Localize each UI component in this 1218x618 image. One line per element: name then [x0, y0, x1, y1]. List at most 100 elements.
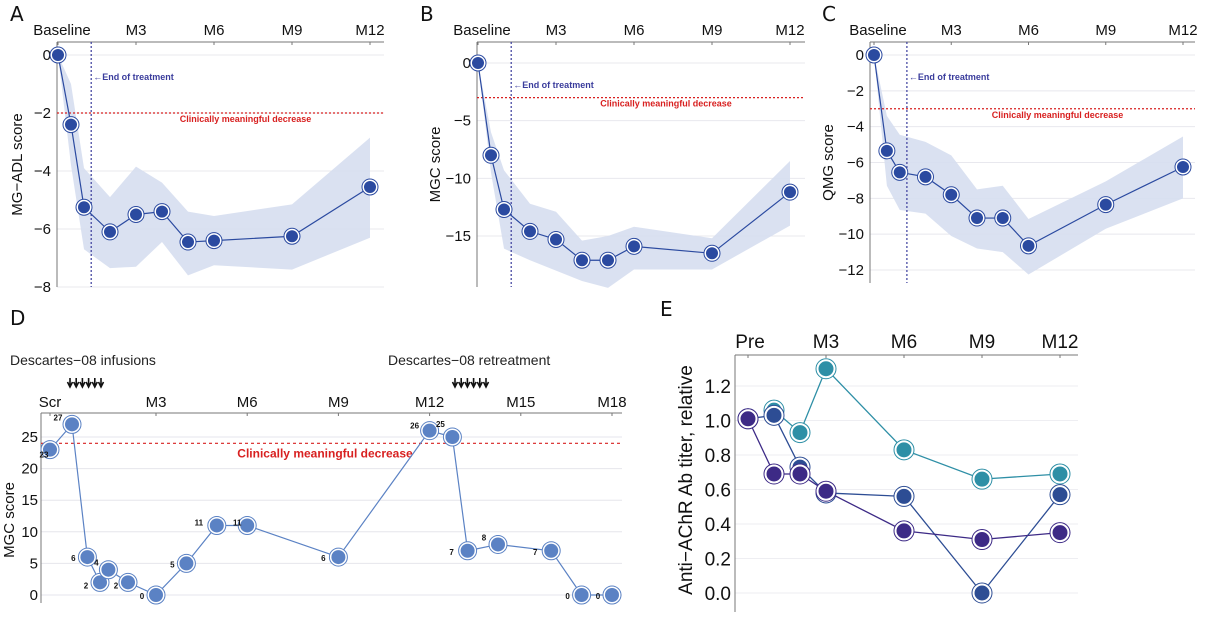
data-point [524, 225, 536, 238]
x-tick-label: M18 [597, 394, 626, 411]
y-tick-label: 0.6 [705, 481, 731, 502]
data-point [422, 423, 437, 438]
data-label: 0 [140, 592, 145, 601]
x-tick-label: M9 [328, 394, 349, 411]
data-point [1022, 239, 1035, 252]
data-label: 23 [40, 451, 49, 460]
x-tick-label: M6 [891, 332, 917, 353]
data-point [65, 417, 79, 432]
y-tick-label: −8 [847, 190, 864, 207]
data-point [240, 518, 255, 533]
data-point [996, 212, 1009, 225]
y-tick-label: −6 [847, 155, 864, 172]
y-tick-label: −2 [847, 83, 864, 100]
y-axis-label: QMG score [820, 124, 837, 201]
panel-letter-b: B [420, 2, 434, 26]
data-label: 6 [71, 554, 76, 563]
threshold-label: Clinically meaningful decrease [237, 446, 413, 460]
x-tick-label: M9 [969, 332, 995, 353]
x-tick-label: M9 [282, 22, 303, 39]
data-point [550, 233, 562, 246]
data-label: 8 [482, 533, 487, 542]
data-label: 5 [170, 560, 175, 569]
data-point [130, 208, 142, 221]
data-point [605, 588, 619, 602]
data-point [880, 144, 893, 157]
data-point [919, 170, 932, 183]
x-tick-label: M12 [1042, 332, 1079, 353]
data-point-patient-blue [1052, 487, 1068, 503]
y-tick-label: −4 [34, 163, 51, 180]
x-tick-label: Baseline [849, 22, 907, 39]
x-tick-label: M3 [126, 22, 147, 39]
x-tick-label: M12 [1168, 22, 1197, 39]
data-point [286, 230, 298, 243]
data-point [893, 166, 906, 179]
data-point [179, 556, 194, 571]
data-point [65, 118, 77, 131]
y-tick-label: −8 [34, 279, 51, 296]
data-point [706, 247, 718, 260]
x-tick-label: M9 [702, 22, 723, 39]
y-tick-label: −15 [446, 228, 471, 245]
infusion-arrow-icon [66, 378, 74, 389]
data-point-patient-teal [818, 361, 834, 377]
x-tick-label: Baseline [453, 22, 511, 39]
panel-letter-a: A [10, 2, 24, 26]
data-point-patient-teal [896, 442, 912, 458]
threshold-label: Clinically meaningful decrease [600, 99, 732, 109]
data-point [80, 550, 95, 565]
infusion-arrow-icon [97, 378, 105, 389]
x-tick-label: M6 [624, 22, 645, 39]
x-tick-label: M3 [941, 22, 962, 39]
y-tick-label: −2 [34, 105, 51, 122]
data-point [784, 186, 796, 199]
y-tick-label: 0 [856, 47, 864, 64]
infusion-arrow-icon [457, 378, 465, 389]
y-axis-label: MG−ADL score [9, 113, 26, 215]
data-label: 11 [195, 518, 204, 527]
x-tick-label: M6 [1018, 22, 1039, 39]
data-point [868, 49, 880, 61]
x-tick-label: M3 [813, 332, 839, 353]
y-tick-label: −6 [34, 221, 51, 238]
data-point [1177, 160, 1189, 173]
data-point-patient-purple [792, 466, 808, 482]
data-point [544, 543, 559, 558]
y-tick-label: −10 [446, 170, 471, 187]
data-point-patient-blue [766, 407, 782, 423]
infusion-arrow-icon [85, 378, 92, 389]
infusion-arrow-icon [451, 378, 459, 389]
infusion-arrow-icon [464, 378, 471, 389]
y-tick-label: 0.8 [705, 446, 731, 467]
data-point-patient-teal [792, 425, 808, 441]
y-tick-label: −4 [847, 119, 864, 136]
y-tick-label: 0.4 [705, 515, 732, 536]
data-point [602, 254, 614, 267]
chart-b: 0 −5 −10 −15 Baseline M3 M6 M9 M12 MGC score Clini… [427, 22, 805, 288]
data-point [101, 562, 116, 577]
y-tick-label: 20 [21, 461, 38, 478]
panel-letter-c: C [822, 2, 836, 26]
y-axis-label: Anti−AChR Ab titer, relative [676, 365, 697, 595]
chart-a: 0 −2 −4 −6 −8 Baseline M3 M6 M9 M12 MG−ADL score Cl… [9, 22, 385, 296]
data-point [628, 240, 640, 253]
infusions-annotation: Descartes−08 infusions [10, 352, 156, 368]
data-point-patient-purple [740, 411, 756, 427]
data-label: 7 [533, 548, 538, 557]
y-tick-label: 0 [43, 47, 51, 64]
data-point-patient-blue [896, 488, 912, 504]
infusion-arrow-icon [91, 378, 99, 389]
y-tick-label: 0 [463, 55, 471, 72]
data-label: 2 [84, 581, 89, 590]
y-tick-label: 25 [21, 429, 38, 446]
x-tick-label: M12 [775, 22, 804, 39]
data-point [945, 188, 958, 201]
y-tick-label: −12 [839, 262, 864, 279]
series-line [873, 54, 1184, 247]
data-point [93, 575, 107, 590]
x-tick-label: Scr [39, 394, 62, 411]
y-tick-label: 0.2 [705, 550, 731, 571]
panel-letter-e: E [660, 297, 673, 321]
data-point-patient-teal [1052, 466, 1068, 482]
